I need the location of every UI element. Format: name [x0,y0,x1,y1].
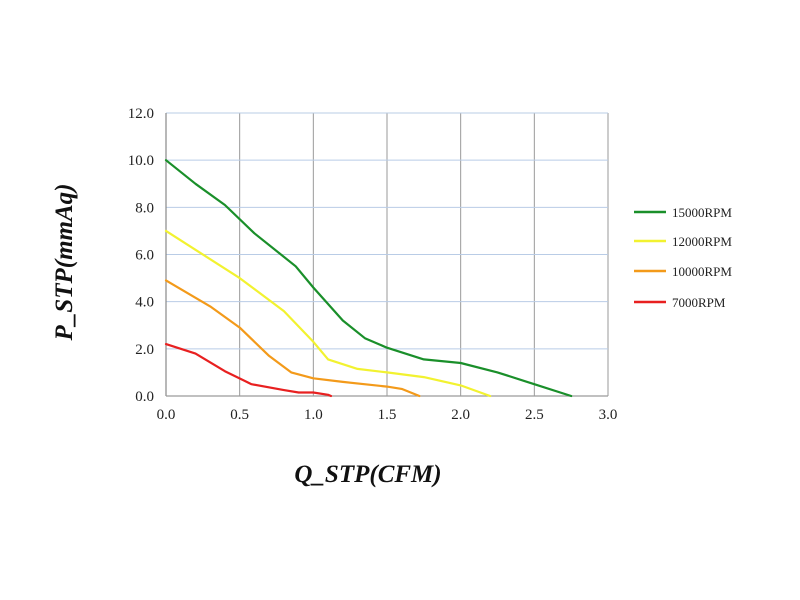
y-tick-label: 10.0 [128,153,154,169]
y-tick-label: 12.0 [128,106,154,122]
legend: 15000RPM 12000RPM 10000RPM 7000RPM [634,205,732,310]
x-tick-label: 2.0 [451,407,470,423]
series-line-15000rpm [164,159,573,398]
series-line-7000rpm [164,343,333,398]
y-tick-label: 4.0 [135,295,154,311]
y-tick-label: 6.0 [135,248,154,264]
x-tick-label: 0.0 [157,407,176,423]
y-tick-label: 0.0 [135,389,154,405]
x-tick-label: 1.0 [304,407,323,423]
legend-item: 10000RPM [634,264,732,279]
x-tick-label: 1.5 [378,407,397,423]
legend-item: 7000RPM [634,295,726,310]
series-line-12000rpm [164,229,492,398]
x-axis-title: Q_STP(CFM) [294,461,441,488]
y-tick-label: 8.0 [135,200,154,216]
x-tick-label: 2.5 [525,407,544,423]
y-tick-label: 2.0 [135,342,154,358]
legend-label: 10000RPM [672,264,732,279]
series-line-10000rpm [164,279,421,398]
series-lines [164,159,573,398]
x-axis-ticks: 0.0 0.5 1.0 1.5 2.0 2.5 3.0 [157,407,618,423]
y-axis-ticks: 0.0 2.0 4.0 6.0 8.0 10.0 12.0 [128,106,154,405]
grid [165,112,609,397]
legend-item: 12000RPM [634,234,732,249]
x-tick-label: 3.0 [599,407,618,423]
x-tick-label: 0.5 [230,407,249,423]
legend-item: 15000RPM [634,205,732,220]
legend-label: 15000RPM [672,205,732,220]
legend-label: 12000RPM [672,234,732,249]
y-axis-title: P_STP(mmAq) [51,184,78,342]
legend-label: 7000RPM [672,295,726,310]
